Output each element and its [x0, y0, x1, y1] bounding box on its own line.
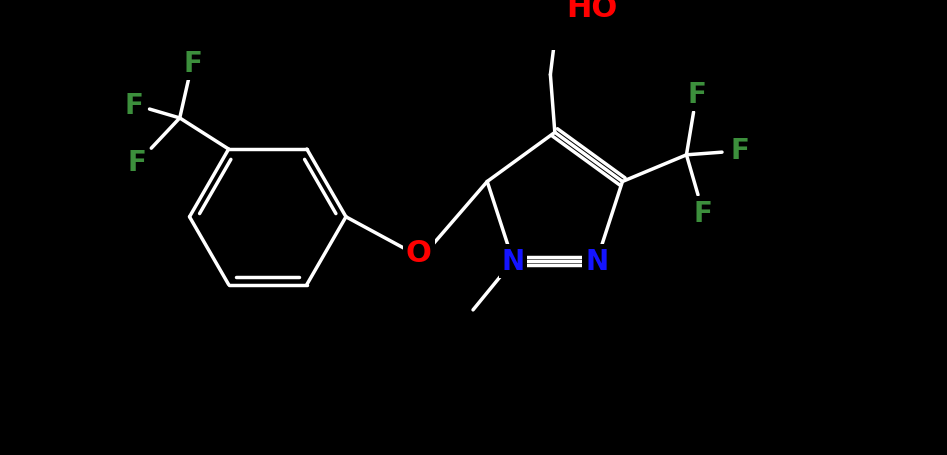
- Text: F: F: [688, 81, 706, 109]
- Text: N: N: [502, 248, 525, 275]
- Text: F: F: [124, 91, 143, 119]
- Text: F: F: [730, 137, 749, 165]
- Text: F: F: [184, 50, 203, 78]
- Text: O: O: [406, 238, 432, 267]
- Text: HO: HO: [566, 0, 617, 23]
- Text: F: F: [128, 149, 147, 177]
- Text: F: F: [693, 199, 712, 227]
- Text: N: N: [585, 248, 608, 275]
